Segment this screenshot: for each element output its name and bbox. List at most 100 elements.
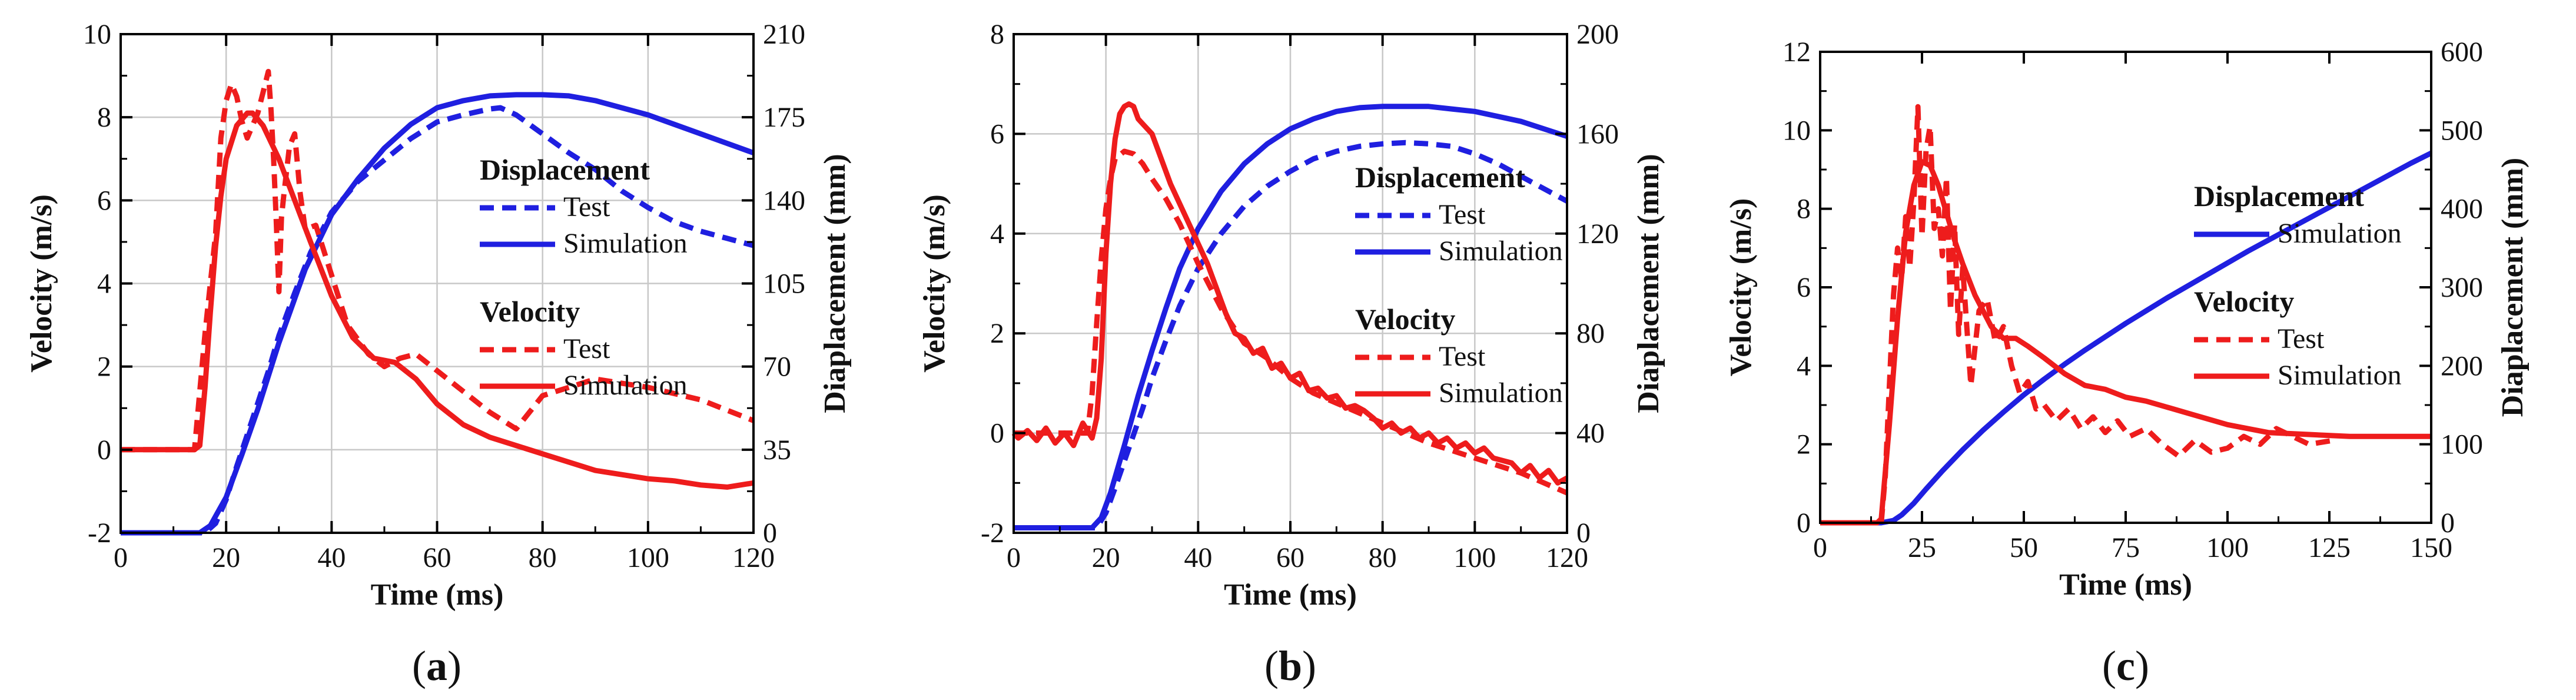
legend-entry-label: Simulation bbox=[2278, 218, 2402, 249]
y-tick-label: 2 bbox=[1797, 429, 1811, 460]
x-tick-label: 60 bbox=[423, 542, 452, 573]
y-tick-label: 6 bbox=[990, 118, 1004, 150]
y-tick-label: -2 bbox=[981, 517, 1004, 549]
legend-entry-label: Test bbox=[2278, 323, 2325, 354]
y2-axis-title: Diaplacement (mm) bbox=[2496, 158, 2529, 417]
y-axis-title: Velocity (m/s) bbox=[25, 194, 58, 373]
x-tick-label: 60 bbox=[1276, 542, 1304, 573]
y-axis-title: Velocity (m/s) bbox=[1724, 198, 1758, 377]
y-tick-label: -2 bbox=[88, 517, 111, 549]
y-tick-label: 0 bbox=[990, 418, 1004, 449]
y-tick-label: 12 bbox=[1782, 37, 1811, 68]
y-tick-label: 0 bbox=[97, 434, 111, 466]
legend-entry-label: Test bbox=[563, 191, 610, 223]
y-axis-title: Velocity (m/s) bbox=[918, 194, 951, 373]
legend-heading: Velocity bbox=[2194, 285, 2294, 318]
legend-entry-label: Test bbox=[1439, 199, 1486, 230]
legend-entry-label: Simulation bbox=[2278, 360, 2402, 391]
legend-heading: Displacement bbox=[480, 153, 650, 186]
x-tick-label: 100 bbox=[627, 542, 669, 573]
legend-heading: Displacement bbox=[2194, 180, 2364, 213]
y2-tick-label: 0 bbox=[2441, 507, 2455, 539]
y-tick-label: 2 bbox=[97, 351, 111, 383]
legend-entry-label: Simulation bbox=[563, 370, 688, 401]
panel-label: (b) bbox=[1264, 642, 1316, 689]
y2-tick-label: 100 bbox=[2441, 429, 2483, 460]
legend-entry-label: Simulation bbox=[563, 228, 688, 259]
y-tick-label: 8 bbox=[97, 102, 111, 133]
y2-tick-label: 200 bbox=[2441, 350, 2483, 381]
y2-tick-label: 120 bbox=[1576, 218, 1619, 250]
series-group bbox=[121, 69, 755, 536]
x-tick-label: 25 bbox=[1908, 532, 1936, 563]
y-tick-label: 4 bbox=[990, 218, 1004, 250]
x-axis-title: Time (ms) bbox=[2059, 568, 2192, 602]
y2-tick-label: 105 bbox=[763, 268, 805, 300]
y-tick-label: 2 bbox=[990, 318, 1004, 349]
x-tick-label: 100 bbox=[2206, 532, 2249, 563]
x-tick-label: 20 bbox=[1092, 542, 1120, 573]
x-tick-label: 120 bbox=[732, 542, 775, 573]
series-line-displacement-simulation bbox=[121, 92, 755, 536]
x-tick-label: 0 bbox=[1007, 542, 1021, 573]
y2-tick-label: 210 bbox=[763, 19, 805, 50]
legend: Displacement Test Simulation Velocity Test Si… bbox=[1355, 161, 1563, 409]
legend-entry-label: Test bbox=[1439, 341, 1486, 372]
series-group bbox=[1011, 101, 1569, 530]
y-tick-label: 8 bbox=[1797, 194, 1811, 225]
chart-panel-c: 0 25 50 75 100 125 150024681012010020030040050… bbox=[1724, 37, 2529, 689]
legend-entry-label: Simulation bbox=[1439, 377, 1563, 409]
y-tick-label: 4 bbox=[97, 268, 111, 300]
y-tick-label: 0 bbox=[1797, 507, 1811, 539]
x-tick-label: 20 bbox=[212, 542, 240, 573]
y-tick-label: 6 bbox=[1797, 272, 1811, 303]
y2-tick-label: 160 bbox=[1576, 118, 1619, 150]
x-tick-label: 80 bbox=[529, 542, 557, 573]
legend-entry-label: Simulation bbox=[1439, 235, 1563, 267]
y2-tick-label: 80 bbox=[1576, 318, 1605, 349]
grid-lines bbox=[1013, 33, 1568, 534]
y-tick-label: 10 bbox=[83, 19, 111, 50]
series-group bbox=[1820, 104, 2433, 526]
y2-tick-label: 0 bbox=[1576, 517, 1591, 549]
y2-tick-label: 175 bbox=[763, 102, 805, 133]
y2-tick-label: 0 bbox=[763, 517, 777, 549]
series-line-velocity-simulation bbox=[1820, 159, 2431, 526]
x-tick-label: 120 bbox=[1546, 542, 1588, 573]
y2-axis-title: Diaplacement (mm) bbox=[1632, 154, 1665, 413]
x-tick-label: 40 bbox=[317, 542, 346, 573]
y-tick-label: 4 bbox=[1797, 350, 1811, 381]
x-tick-label: 0 bbox=[114, 542, 128, 573]
x-tick-label: 100 bbox=[1453, 542, 1496, 573]
legend-heading: Velocity bbox=[480, 295, 580, 328]
y2-tick-label: 600 bbox=[2441, 37, 2483, 68]
legend-heading: Displacement bbox=[1355, 161, 1525, 194]
x-tick-label: 0 bbox=[1813, 532, 1827, 563]
x-tick-label: 80 bbox=[1369, 542, 1397, 573]
legend-heading: Velocity bbox=[1355, 303, 1455, 336]
x-tick-label: 150 bbox=[2410, 532, 2452, 563]
y-tick-label: 6 bbox=[97, 185, 111, 216]
panel-label: (a) bbox=[412, 642, 462, 689]
series-line-displacement-test bbox=[1014, 140, 1569, 530]
legend-entry-label: Test bbox=[563, 333, 610, 364]
y2-tick-label: 140 bbox=[763, 185, 805, 216]
y2-tick-label: 35 bbox=[763, 434, 791, 466]
x-tick-label: 125 bbox=[2308, 532, 2351, 563]
x-axis-title: Time (ms) bbox=[371, 578, 504, 612]
chart-panel-a: 0 20 40 60 80 100 120-202468100357010514017521… bbox=[25, 19, 852, 689]
series-line-displacement-simulation bbox=[1014, 104, 1568, 530]
y2-tick-label: 70 bbox=[763, 351, 791, 383]
y2-tick-label: 300 bbox=[2441, 272, 2483, 303]
plot-frame bbox=[1819, 51, 2432, 524]
x-tick-label: 50 bbox=[2010, 532, 2038, 563]
y2-tick-label: 500 bbox=[2441, 115, 2483, 146]
series-line-velocity-simulation bbox=[121, 110, 754, 490]
legend: Displacement Simulation Velocity Test Simula… bbox=[2194, 180, 2402, 391]
series-line-velocity-test bbox=[121, 69, 755, 453]
y-tick-label: 10 bbox=[1782, 115, 1811, 146]
y2-tick-label: 40 bbox=[1576, 418, 1605, 449]
x-axis-title: Time (ms) bbox=[1224, 578, 1357, 612]
y2-tick-label: 400 bbox=[2441, 194, 2483, 225]
